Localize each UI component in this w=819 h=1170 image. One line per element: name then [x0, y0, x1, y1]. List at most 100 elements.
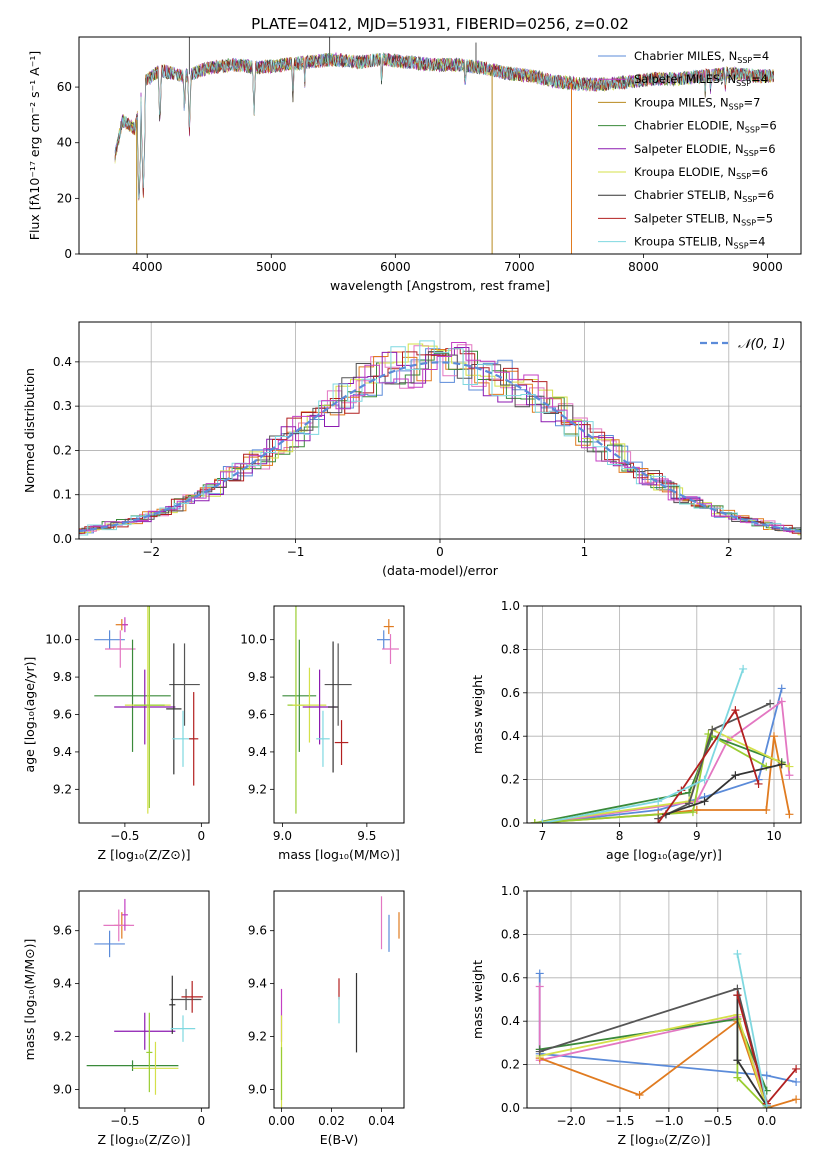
y-tick-label: 9.6 — [248, 708, 267, 722]
x-axis-label: Z [log₁₀(Z/Z⊙)] — [98, 1132, 191, 1147]
x-tick-label: 7 — [539, 829, 547, 843]
spectrum-line — [114, 53, 774, 198]
age-vs-mass-panel: 9.0 9.5 9.2 9.4 9.6 9.8 10.0 mass [log₁₀(M/M⊙)] — [240, 605, 405, 862]
errorbar-point — [189, 692, 199, 786]
x-tick-label: −0.5 — [703, 1114, 732, 1128]
mass-weight-marker — [635, 1090, 644, 1099]
y-tick-label: 9.8 — [248, 670, 267, 684]
mass-weight-marker — [777, 697, 786, 706]
y-tick-label: 9.4 — [248, 745, 267, 759]
errorbar-point — [103, 909, 135, 942]
x-tick-label: 9 — [693, 829, 701, 843]
y-tick-label: 9.6 — [53, 708, 72, 722]
x-tick-label: −1.5 — [605, 1114, 634, 1128]
plot-area — [530, 664, 794, 823]
x-tick-label: −2 — [142, 545, 160, 559]
y-tick-label: 9.2 — [248, 1030, 267, 1044]
mass-weight-marker — [733, 991, 742, 1000]
y-tick-label: 0.6 — [501, 971, 520, 985]
y-tick-label: 9.0 — [53, 1082, 72, 1096]
mass-weight-line — [539, 987, 768, 1104]
x-tick-label: 0.00 — [268, 1114, 295, 1128]
mass-weight-marker — [762, 805, 771, 814]
y-tick-label: 9.2 — [53, 782, 72, 796]
y-tick-label: 60 — [57, 80, 72, 94]
mass-weight-marker — [792, 1095, 801, 1104]
x-axis-label: wavelength [Angstrom, rest frame] — [330, 278, 550, 293]
x-tick-label: 0 — [198, 1114, 206, 1128]
mass-weight-marker — [762, 1101, 771, 1108]
age-vs-Z-panel: −0.5 0 9.2 9.4 9.6 9.8 10.0 Z [log₁₀(Z/Z⊙)] age … — [22, 605, 210, 862]
errorbar-point — [166, 643, 182, 775]
axes-frame — [273, 605, 405, 824]
errorbar-point — [328, 641, 339, 773]
x-axis-label: E(B-V) — [320, 1132, 359, 1147]
x-tick-label: 1 — [581, 545, 589, 559]
legend-label: Salpeter MILES, NSSP=4 — [634, 72, 768, 88]
axes-frame — [78, 321, 802, 540]
plot-area — [280, 896, 400, 1108]
y-tick-label: 0.2 — [53, 443, 72, 457]
mass-weight-marker — [766, 699, 775, 708]
plot-area — [94, 606, 200, 814]
x-tick-label: 2 — [725, 545, 733, 559]
errorbar-point — [170, 1015, 196, 1042]
y-tick-label: 9.4 — [53, 977, 72, 991]
mass-weight-marker — [792, 1064, 801, 1073]
y-axis-label: Flux [fλ10⁻¹⁷ erg cm⁻² s⁻¹ A⁻¹] — [27, 51, 42, 240]
mass-weight-marker — [792, 1077, 801, 1086]
axes-frame — [526, 890, 802, 1109]
x-tick-label: 0.02 — [318, 1114, 345, 1128]
y-tick-label: 0.3 — [53, 399, 72, 413]
mass-weight-marker — [535, 969, 544, 978]
y-tick-label: 9.8 — [53, 670, 72, 684]
errorbar-point — [376, 630, 391, 650]
residual-histogram — [79, 347, 801, 532]
mass-weight-marker — [700, 775, 709, 784]
errorbar-point — [132, 1041, 179, 1095]
legend-label: Kroupa MILES, NSSP=7 — [634, 95, 760, 111]
y-axis-label: age [log₁₀(age/yr)] — [22, 657, 37, 773]
y-tick-label: 9.4 — [53, 745, 72, 759]
mass-weight-marker — [654, 797, 663, 806]
y-tick-label: 0.1 — [53, 488, 72, 502]
x-axis-label: Z [log₁₀(Z/Z⊙)] — [98, 847, 191, 862]
mass-weight-marker — [733, 1073, 742, 1082]
legend-label: Chabrier ELODIE, NSSP=6 — [634, 119, 777, 135]
errorbar-point — [170, 988, 202, 1011]
x-tick-label: 8 — [616, 829, 624, 843]
x-tick-label: 8000 — [628, 260, 659, 274]
mass-weight-line — [657, 702, 771, 820]
mass-weight-marker — [700, 797, 709, 806]
x-tick-label: 4000 — [132, 260, 163, 274]
mass-weight-marker — [733, 949, 742, 958]
y-tick-label: 0.0 — [53, 532, 72, 546]
plot-area — [79, 340, 801, 536]
y-tick-label: 0.0 — [501, 816, 520, 830]
plot-area — [86, 898, 203, 1095]
y-tick-label: 0.4 — [53, 355, 72, 369]
y-tick-label: 1.0 — [501, 884, 520, 898]
y-tick-label: 9.6 — [53, 924, 72, 938]
mass-weight-marker — [535, 982, 544, 991]
errorbar-point — [134, 606, 165, 809]
plot-area — [282, 606, 399, 814]
y-tick-label: 0.6 — [501, 686, 520, 700]
y-axis-label: mass weight — [470, 960, 485, 1039]
mass-weight-marker — [762, 1071, 771, 1080]
mass-weight-line — [736, 953, 768, 1106]
errorbar-point — [121, 898, 128, 931]
errorbar-point — [282, 639, 317, 752]
errorbar-point — [121, 617, 128, 633]
x-tick-label: 10 — [766, 829, 781, 843]
x-tick-label: −0.5 — [110, 829, 139, 843]
mass-weight-line — [539, 1018, 768, 1091]
mass-weight-marker — [777, 684, 786, 693]
x-tick-label: −0.5 — [110, 1114, 139, 1128]
mass-weight-line — [665, 763, 782, 816]
errorbar-point — [316, 710, 330, 767]
legend-label: Chabrier STELIB, NSSP=6 — [634, 188, 774, 204]
figure-title: PLATE=0412, MJD=51931, FIBERID=0256, z=0… — [251, 15, 629, 33]
mass-weight-marker — [777, 760, 786, 769]
